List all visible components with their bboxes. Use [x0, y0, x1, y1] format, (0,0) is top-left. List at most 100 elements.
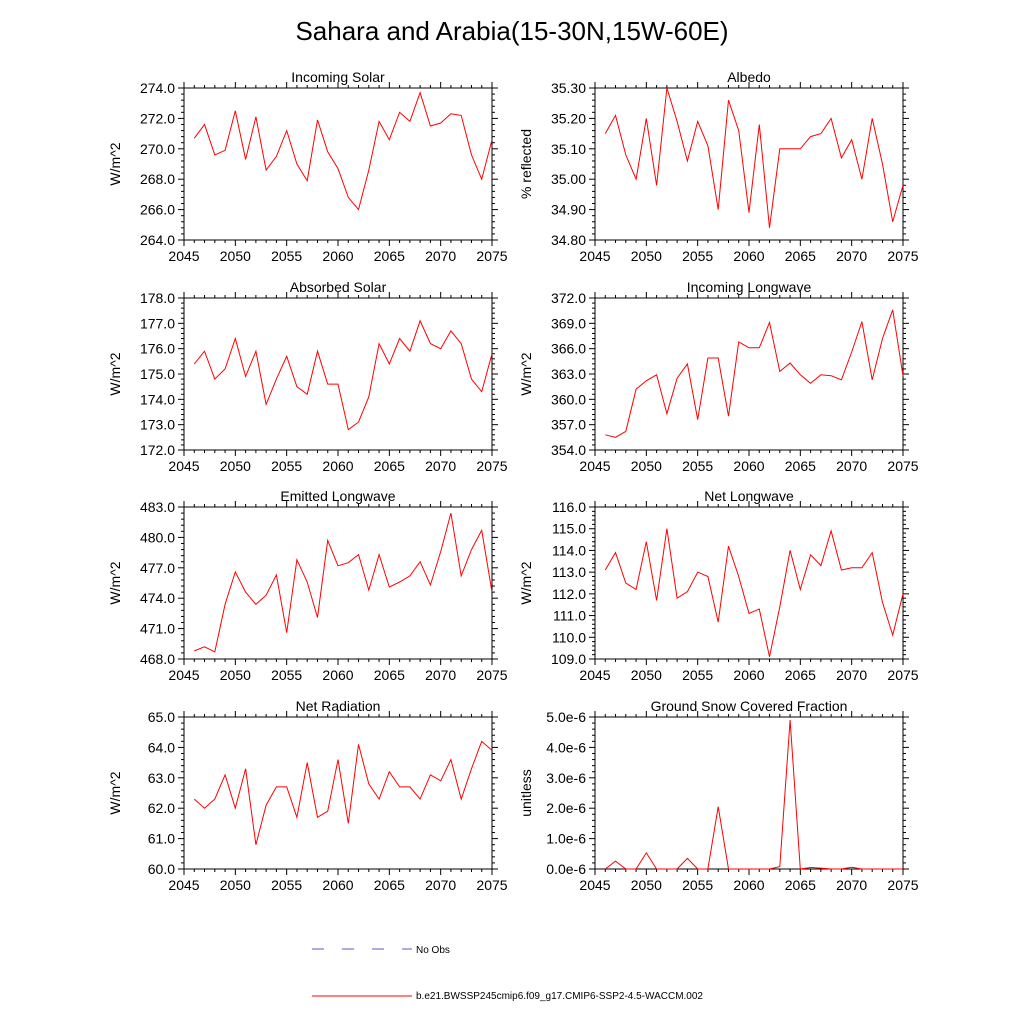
- x-tick-label: 2045: [579, 877, 610, 893]
- y-tick-label: 477.0: [140, 560, 175, 576]
- x-tick-label: 2075: [887, 877, 918, 893]
- panel-title: Ground Snow Covered Fraction: [651, 698, 848, 714]
- y-tick-label: 113.0: [552, 564, 586, 580]
- x-tick-label: 2050: [220, 877, 251, 893]
- y-tick-label: 63.0: [148, 770, 175, 786]
- y-tick-label: 474.0: [140, 590, 175, 606]
- x-tick-label: 2065: [374, 877, 405, 893]
- plot-frame: [594, 87, 904, 241]
- panel-title: Albedo: [727, 69, 771, 85]
- plot-frame: [183, 506, 493, 660]
- panel-albedo: Albedo % reflected 2045 2050 2055 2060 2065 207…: [518, 69, 919, 264]
- x-tick-label: 2045: [168, 458, 199, 474]
- x-tick-label: 2075: [887, 248, 918, 264]
- y-tick-label: 115.0: [552, 521, 586, 537]
- x-tick-label: 2060: [733, 667, 764, 683]
- y-tick-label: 357.0: [551, 417, 586, 433]
- y-tick-label: 177.0: [140, 315, 175, 331]
- y-tick-label: 480.0: [140, 529, 175, 545]
- x-tick-label: 2050: [220, 667, 251, 683]
- y-tick-label: 176.0: [140, 341, 175, 357]
- y-tick-label: 61.0: [148, 831, 175, 847]
- series-line: [605, 309, 904, 438]
- x-tick-label: 2060: [322, 667, 353, 683]
- y-tick-label: 110.0: [552, 629, 586, 645]
- x-tick-label: 2055: [682, 458, 713, 474]
- x-tick-label: 2065: [785, 667, 816, 683]
- panel-title: Incoming Longwave: [687, 279, 812, 295]
- x-tick-label: 2075: [476, 458, 507, 474]
- series-line: [193, 91, 493, 211]
- x-tick-label: 2065: [374, 667, 405, 683]
- y-axis-label: W/m^2: [518, 352, 534, 395]
- x-tick-label: 2055: [682, 667, 713, 683]
- x-tick-label: 2070: [425, 667, 456, 683]
- panel-title: Incoming Solar: [291, 69, 385, 85]
- series-line: [193, 319, 493, 431]
- x-tick-label: 2055: [271, 458, 302, 474]
- x-tick-label: 2065: [374, 458, 405, 474]
- panel-title: Emitted Longwave: [280, 488, 395, 504]
- y-tick-label: 34.90: [551, 202, 586, 218]
- y-tick-label: 4.0e-6: [546, 739, 586, 755]
- x-tick-label: 2065: [374, 248, 405, 264]
- x-tick-label: 2055: [271, 877, 302, 893]
- x-tick-label: 2050: [631, 877, 662, 893]
- x-tick-label: 2060: [322, 458, 353, 474]
- panel-net-radiation: Net Radiation W/m^2 2045 2050 2055 2060 2065 20…: [107, 698, 508, 893]
- series-line: [194, 512, 493, 653]
- y-tick-label: 174.0: [140, 391, 175, 407]
- y-tick-label: 2.0e-6: [546, 800, 586, 816]
- panel-title: Net Radiation: [296, 698, 381, 714]
- x-tick-label: 2070: [425, 248, 456, 264]
- y-tick-label: 178.0: [140, 290, 175, 306]
- x-tick-label: 2060: [733, 248, 764, 264]
- series-line: [604, 528, 904, 657]
- plot-frame: [594, 716, 904, 870]
- x-tick-label: 2065: [785, 458, 816, 474]
- y-tick-label: 62.0: [148, 800, 175, 816]
- series-line: [604, 719, 903, 870]
- y-tick-label: 268.0: [140, 171, 175, 187]
- legend: No Obs b.e21.BWSSP245cmip6.f09_g17.CMIP6…: [312, 945, 703, 1002]
- y-tick-label: 172.0: [140, 442, 175, 458]
- panel-incoming-solar: Incoming Solar W/m^2 2045 2050 2055 2060 2065 2…: [107, 69, 508, 264]
- x-tick-label: 2060: [733, 458, 764, 474]
- y-tick-label: 116.0: [552, 499, 586, 515]
- y-tick-label: 372.0: [551, 290, 586, 306]
- x-tick-label: 2055: [682, 877, 713, 893]
- x-tick-label: 2075: [476, 248, 507, 264]
- y-tick-label: 272.0: [140, 110, 175, 126]
- y-tick-label: 1.0e-6: [546, 831, 586, 847]
- y-tick-label: 266.0: [140, 202, 175, 218]
- x-tick-label: 2050: [631, 248, 662, 264]
- x-tick-label: 2050: [631, 667, 662, 683]
- y-tick-label: 112.0: [552, 586, 586, 602]
- x-tick-label: 2045: [168, 248, 199, 264]
- x-tick-label: 2055: [271, 667, 302, 683]
- y-tick-label: 35.20: [551, 110, 586, 126]
- y-tick-label: 114.0: [552, 542, 586, 558]
- panel-absorbed-solar: Absorbed Solar W/m^2 2045 2050 2055 2060 2065 2…: [107, 279, 508, 474]
- x-tick-label: 2045: [579, 248, 610, 264]
- y-axis-label: W/m^2: [107, 352, 123, 395]
- y-tick-label: 109.0: [551, 651, 586, 667]
- panel-title: Absorbed Solar: [290, 279, 387, 295]
- y-tick-label: 3.0e-6: [546, 770, 586, 786]
- y-tick-label: 264.0: [140, 232, 175, 248]
- y-axis-label: W/m^2: [107, 771, 123, 814]
- plot-frame: [594, 297, 904, 451]
- x-tick-label: 2075: [887, 667, 918, 683]
- x-tick-label: 2065: [785, 248, 816, 264]
- x-tick-label: 2070: [836, 458, 867, 474]
- legend-model-label: b.e21.BWSSP245cmip6.f09_g17.CMIP6-SSP2-4…: [416, 991, 703, 1002]
- y-tick-label: 34.80: [551, 232, 586, 248]
- plot-frame: [183, 297, 493, 451]
- x-tick-label: 2065: [785, 877, 816, 893]
- y-axis-label: % reflected: [518, 129, 534, 199]
- y-tick-label: 274.0: [140, 80, 175, 96]
- y-tick-label: 35.30: [551, 80, 586, 96]
- x-tick-label: 2045: [168, 667, 199, 683]
- x-tick-label: 2070: [836, 248, 867, 264]
